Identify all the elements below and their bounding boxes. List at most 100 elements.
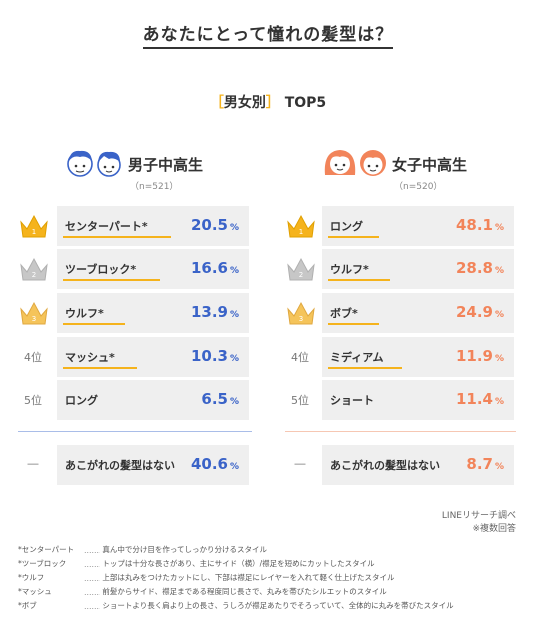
footnote-term: *ウルフ (18, 573, 45, 582)
crown-icon-rank-3: 3 (287, 301, 315, 325)
label-underline (328, 236, 379, 238)
footnote-description: ショートより長く肩より上の長さ、うしろが襟足あたりでそろっていて、全体的に丸みを… (102, 601, 454, 610)
crown-icon-rank-1: 1 (287, 214, 315, 238)
ranking-row: 5位 ショート 11.4% (0, 380, 536, 420)
footnote-dots: ……………… (84, 574, 100, 583)
footnote-description: 前髪からサイド、襟足まである程度同じ長さで、丸みを帯びたシルエットのスタイル (102, 587, 387, 596)
group-title-female: 女子中高生 (392, 156, 468, 174)
hairstyle-label: マッシュ* (65, 351, 115, 364)
row-cell: ウルフ* 13.9% (57, 293, 249, 333)
percentage-value: 20.5% (191, 216, 239, 234)
row-cell: ロング 6.5% (57, 380, 249, 420)
none-row: ― あこがれの髪型はない 40.6% (0, 445, 536, 485)
multiple-answer-note: ※複数回答 (472, 524, 516, 534)
girls-icon (324, 150, 386, 176)
percent-unit: % (494, 310, 504, 320)
hairstyle-label: ツーブロック* (65, 263, 137, 276)
percent-unit: % (229, 354, 239, 364)
footnote-dots: ………………… (84, 602, 100, 611)
percentage-number: 28.8 (455, 259, 493, 277)
percentage-number: 16.6 (190, 259, 228, 277)
footnote-dots: ………… (84, 560, 100, 569)
crown-rank-number: 3 (299, 315, 303, 323)
footnote-line: *ウルフ ……………… 上部は丸みをつけたカットにし、下部は襟足にレイヤーを入れて… (18, 572, 394, 583)
row-cell: ボブ* 24.9% (322, 293, 514, 333)
subtitle-bracket-close: ］ (265, 95, 280, 111)
crown-shape (287, 214, 315, 238)
crown-icon-rank-2: 2 (20, 257, 48, 281)
ranking-row: 4位 ミディアム 11.9% (0, 337, 536, 377)
percentage-value: 11.4% (456, 390, 504, 408)
percent-unit: % (494, 397, 504, 407)
group-separator (18, 431, 252, 432)
percentage-number: 6.5 (201, 390, 228, 408)
percentage-number: 11.9 (455, 347, 493, 365)
percent-unit: % (229, 310, 239, 320)
footnote-line: *ボブ ………………… ショートより長く肩より上の長さ、うしろが襟足あたりでそろっ… (18, 600, 454, 611)
crown-shape (20, 214, 48, 238)
label-underline (328, 279, 390, 281)
crown-icon-rank-2: 2 (287, 257, 315, 281)
crown-shape (20, 301, 48, 325)
footnote-dots: ……… (84, 546, 100, 555)
percentage-value: 48.1% (456, 216, 504, 234)
ranking-row: 5位 ロング 6.5% (0, 380, 536, 420)
percentage-value: 13.9% (191, 303, 239, 321)
hairstyle-label: ミディアム (330, 351, 384, 364)
ranking-row: 2 ウルフ* 28.8% (0, 249, 536, 289)
ranking-row: 2 ツーブロック* 16.6% (0, 249, 536, 289)
rank-label-5: 5位 (291, 394, 309, 407)
label-underline (328, 367, 402, 369)
percentage-number: 10.3 (190, 347, 228, 365)
ranking-row: 1 センターパート* 20.5% (0, 206, 536, 246)
percentage-value: 16.6% (191, 259, 239, 277)
ranking-row: 4位 マッシュ* 10.3% (0, 337, 536, 377)
hairstyle-label: あこがれの髪型はない (330, 459, 440, 472)
label-underline (63, 236, 171, 238)
percentage-value: 28.8% (456, 259, 504, 277)
row-cell: マッシュ* 10.3% (57, 337, 249, 377)
label-underline (63, 279, 160, 281)
label-underline (63, 367, 137, 369)
rank-label-4: 4位 (24, 351, 42, 364)
crown-rank-number: 2 (32, 271, 36, 279)
footnote-description: 上部は丸みをつけたカットにし、下部は襟足にレイヤーを入れて軽く仕上げたスタイル (102, 573, 395, 582)
rank-label-4: 4位 (291, 351, 309, 364)
percentage-number: 24.9 (455, 303, 493, 321)
rank-dash: ― (294, 457, 306, 470)
row-cell: あこがれの髪型はない 8.7% (322, 445, 514, 485)
group-title-male: 男子中高生 (128, 156, 204, 174)
group-n-male: （n=521） (130, 182, 179, 192)
row-cell: ウルフ* 28.8% (322, 249, 514, 289)
group-separator (285, 431, 516, 432)
row-cell: ショート 11.4% (322, 380, 514, 420)
footnote-term: *ツーブロック (18, 559, 67, 568)
percent-unit: % (494, 266, 504, 276)
crown-rank-number: 2 (299, 271, 303, 279)
label-underline (63, 323, 125, 325)
crown-icon-rank-1: 1 (20, 214, 48, 238)
percent-unit: % (494, 462, 504, 472)
footnote-term: *センターパート (18, 545, 75, 554)
crown-icon-rank-3: 3 (20, 301, 48, 325)
percentage-value: 10.3% (191, 347, 239, 365)
subtitle-suffix: TOP5 (284, 95, 327, 111)
percent-unit: % (229, 266, 239, 276)
footnote-term: *ボブ (18, 601, 37, 610)
title-underline (143, 47, 393, 49)
label-underline (328, 323, 379, 325)
hairstyle-label: センターパート* (65, 220, 148, 233)
crown-rank-number: 1 (299, 228, 303, 236)
hairstyle-label: ボブ* (330, 307, 358, 320)
footnote-line: *マッシュ ……………… 前髪からサイド、襟足まである程度同じ長さで、丸みを帯びた… (18, 586, 387, 597)
footnote-dots: ……………… (84, 588, 100, 597)
percentage-number: 20.5 (190, 216, 228, 234)
crown-rank-number: 1 (32, 228, 36, 236)
row-cell: あこがれの髪型はない 40.6% (57, 445, 249, 485)
percent-unit: % (229, 462, 239, 472)
footnote-description: トップは十分な長さがあり、主にサイド（横）/襟足を短めにカットしたスタイル (102, 559, 375, 568)
row-cell: センターパート* 20.5% (57, 206, 249, 246)
percentage-number: 40.6 (190, 455, 228, 473)
footnote-term: *マッシュ (18, 587, 52, 596)
group-n-female: （n=520） (394, 182, 443, 192)
